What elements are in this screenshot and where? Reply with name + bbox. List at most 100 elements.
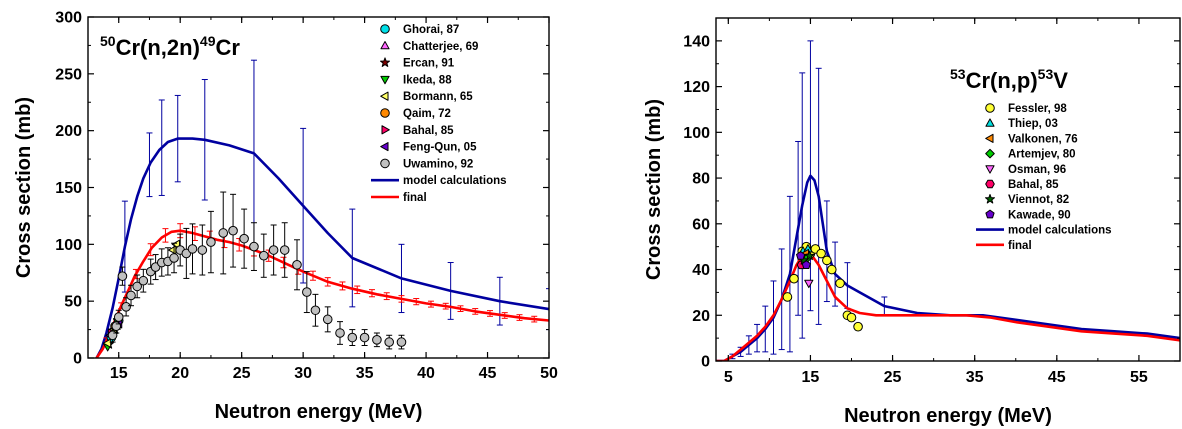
x-tick-label: 45	[479, 365, 497, 382]
legend-label: Uwamino, 92	[403, 158, 473, 170]
x-tick-label: 15	[802, 369, 820, 386]
legend-marker	[380, 40, 390, 50]
x-tick-label: 25	[884, 369, 902, 386]
series-line-group	[716, 252, 1180, 361]
series-line	[716, 174, 1180, 361]
data-point	[228, 225, 238, 236]
data-point	[384, 337, 394, 347]
y-tick-label: 0	[73, 351, 82, 368]
legend-entry: Osman, 96	[985, 164, 1066, 176]
legend-entry: Ercan, 91	[380, 57, 455, 70]
x-axis-label: Neutron energy (MeV)	[215, 401, 423, 423]
data-point	[187, 244, 198, 254]
series-line	[95, 137, 549, 358]
legend-label: Artemjev, 80	[1008, 149, 1076, 161]
data-point	[801, 260, 811, 269]
data-point	[782, 292, 793, 302]
data-point	[111, 321, 122, 331]
data-point	[138, 275, 149, 286]
data-point	[302, 287, 312, 297]
data-point	[804, 250, 815, 261]
legend-label: Ercan, 91	[403, 58, 455, 70]
legend-entry: Ghorai, 87	[380, 24, 459, 36]
y-tick-label: 0	[701, 354, 710, 371]
legend-marker	[985, 148, 995, 159]
data-point	[359, 332, 370, 343]
data-point	[258, 250, 269, 261]
x-tick-label: 55	[1130, 369, 1148, 386]
data-point	[835, 278, 845, 289]
data-point	[279, 245, 290, 255]
title-part: Cr	[215, 35, 240, 60]
legend-entry: Bahal, 85	[985, 179, 1059, 191]
legend-marker	[985, 165, 995, 174]
title-superscript: 53	[1038, 66, 1054, 82]
data-point	[804, 279, 814, 289]
legend-entry: final	[976, 240, 1032, 252]
y-tick-label: 100	[55, 237, 82, 254]
legend-entry: Kawade, 90	[985, 209, 1071, 221]
data-point	[126, 290, 136, 301]
legend-entry: Chatterjee, 69	[380, 40, 478, 53]
data-point	[396, 337, 407, 347]
data-point	[249, 241, 259, 252]
x-tick-label: 5	[724, 369, 733, 386]
legend: Ghorai, 87 Chatterjee, 69 Ercan, 91 Ikeda, …	[371, 24, 507, 204]
y-tick-label: 100	[683, 125, 710, 142]
data-point	[826, 264, 837, 275]
legend-label: Feng-Qun, 05	[403, 142, 477, 154]
data-point	[822, 255, 832, 266]
legend-label: final	[1008, 240, 1032, 252]
legend-label: Fessler, 98	[1008, 103, 1067, 115]
legend-entry: Bahal, 85	[381, 125, 454, 137]
y-tick-label: 50	[64, 294, 82, 311]
y-tick-label: 140	[683, 33, 710, 50]
legend-entry: Viennot, 82	[985, 193, 1069, 206]
y-tick-label: 40	[692, 262, 710, 279]
legend-marker	[380, 142, 389, 152]
legend-marker	[985, 133, 994, 143]
title-part: Cr(n,p)	[966, 68, 1038, 93]
title-superscript: 53	[950, 66, 966, 82]
data-point	[169, 253, 179, 263]
legend-label: Qaim, 72	[403, 108, 451, 120]
legend-entry: Ikeda, 88	[380, 74, 452, 86]
y-tick-label: 80	[692, 171, 710, 188]
legend-marker	[380, 75, 390, 85]
title-superscript: 49	[200, 33, 216, 49]
x-tick-label: 25	[233, 365, 251, 382]
legend-marker	[985, 118, 995, 127]
legend-label: model calculations	[403, 175, 507, 187]
y-axis-label: Cross section (mb)	[13, 97, 35, 278]
series-marker-group	[107, 191, 407, 350]
series-line-group	[95, 223, 549, 358]
data-point	[197, 245, 208, 255]
data-point	[310, 305, 321, 316]
data-point	[268, 245, 279, 255]
legend-label: Osman, 96	[1008, 164, 1066, 176]
plot-area	[95, 59, 549, 358]
legend-entry: Uwamino, 92	[380, 158, 473, 170]
legend-label: Ghorai, 87	[403, 24, 459, 36]
legend-marker	[985, 193, 995, 204]
legend-label: Bormann, 65	[403, 91, 473, 103]
legend-label: Bahal, 85	[1008, 179, 1059, 191]
legend-label: Bahal, 85	[403, 125, 454, 137]
legend-entry: Feng-Qun, 05	[380, 142, 477, 154]
x-axis-label: Neutron energy (MeV)	[844, 405, 1052, 427]
data-point	[853, 321, 863, 332]
x-tick-label: 15	[110, 365, 128, 382]
legend-entry: Qaim, 72	[380, 108, 451, 120]
legend-entry: Fessler, 98	[985, 103, 1067, 115]
data-point	[168, 245, 177, 255]
x-tick-label: 35	[356, 365, 374, 382]
y-tick-label: 20	[692, 308, 710, 325]
series-line	[716, 252, 1180, 361]
y-tick-label: 250	[55, 66, 82, 83]
data-point	[206, 237, 216, 247]
legend-label: Chatterjee, 69	[403, 41, 478, 53]
legend-marker	[985, 179, 995, 189]
legend-marker	[380, 108, 390, 118]
series-line-group	[716, 40, 1180, 361]
